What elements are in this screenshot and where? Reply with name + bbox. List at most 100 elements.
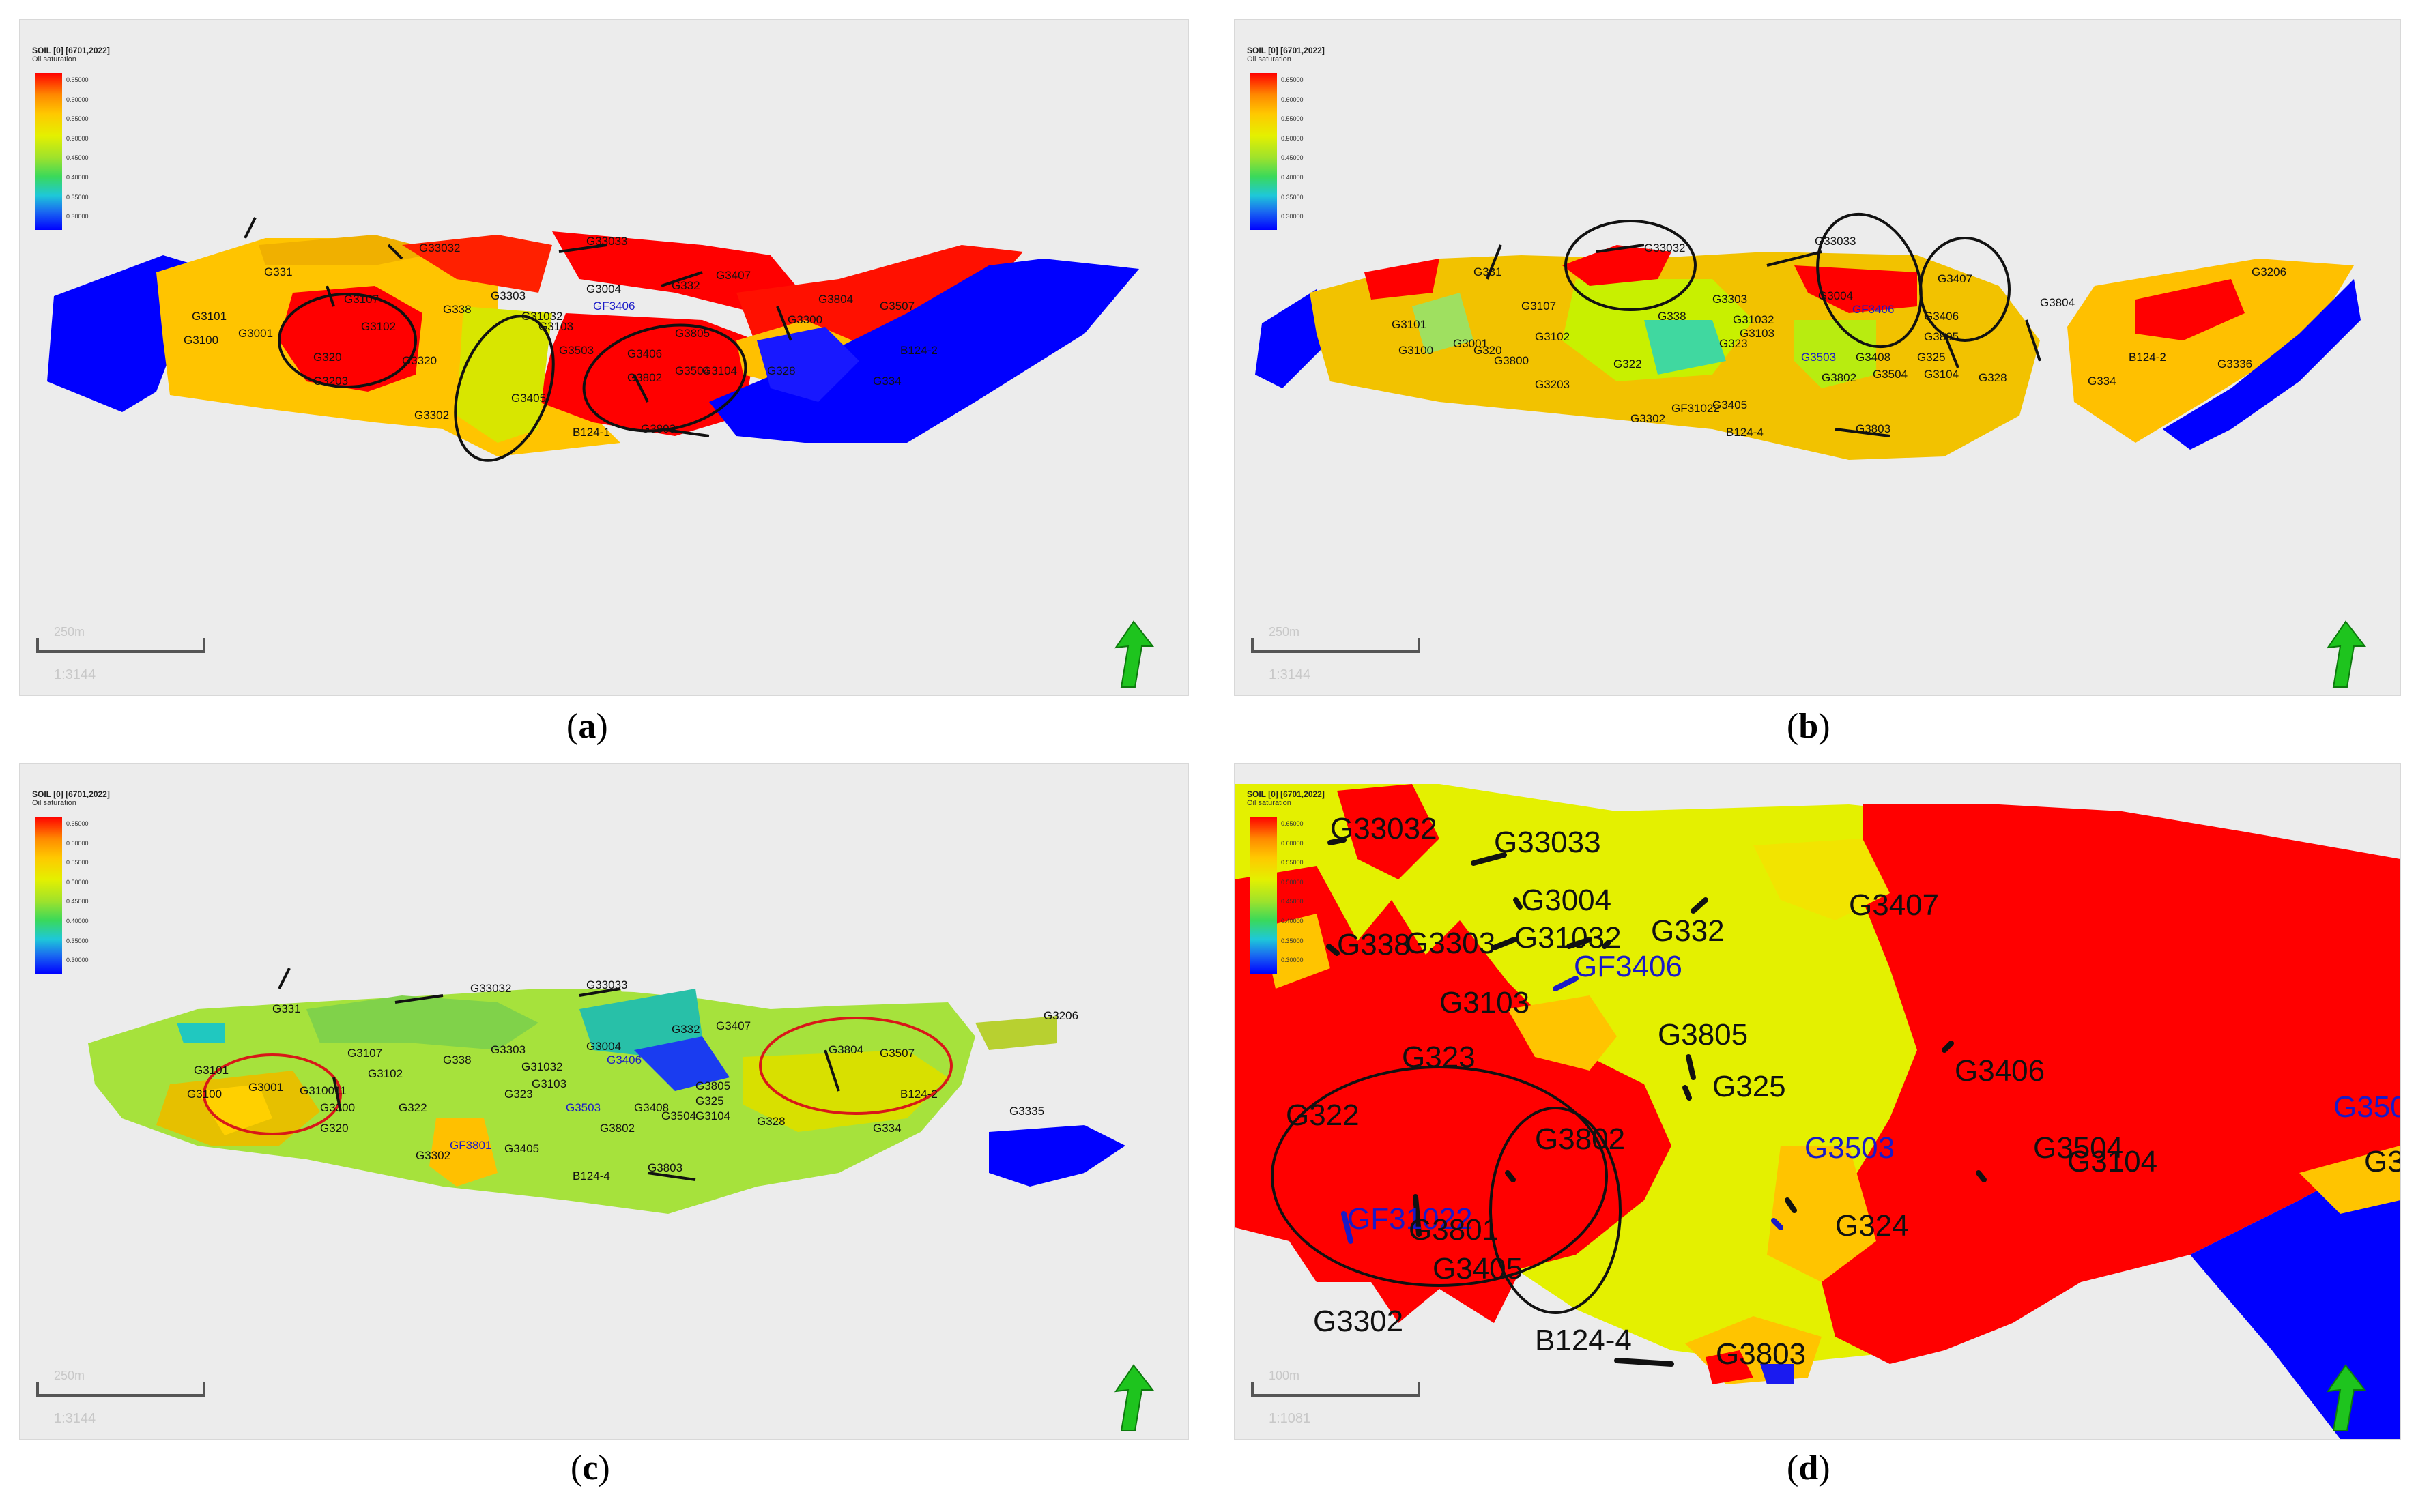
caption-b: (b) (1787, 707, 1830, 746)
well-labels-b: G331 G33032 G33033 G3407 G3206 G3101 G31… (1392, 235, 2286, 439)
well-label: G3101 (192, 310, 227, 323)
well-label: G338 (443, 1053, 472, 1066)
saturation-map-c: G331 G33032 G33033 G332 G3407 G3206 G310… (88, 968, 1125, 1214)
caption-d: (d) (1787, 1449, 1830, 1487)
well-label: B124-4 (1535, 1324, 1632, 1357)
legend-title: SOIL [0] [6701,2022] (1247, 789, 1325, 799)
well-label: GF3406 (1852, 303, 1894, 316)
well-label: G3303 (491, 289, 526, 302)
well-label: G3104 (695, 1109, 730, 1122)
well-label: G3107 (1521, 300, 1556, 312)
saturation-map-b: G331 G33032 G33033 G3407 G3206 G3101 G31… (1255, 212, 2361, 460)
legend-tick: 0.45000 (66, 154, 89, 162)
panel-b: G331 G33032 G33033 G3407 G3206 G3101 G31… (1234, 19, 2401, 696)
scale-ratio: 1:3144 (54, 1411, 96, 1426)
well-label: G3405 (1712, 398, 1747, 411)
well-label: G331 (272, 1002, 301, 1015)
well-label: G3405 (504, 1142, 539, 1155)
well-label: G334 (873, 1122, 902, 1135)
well-label: G3804 (829, 1043, 863, 1056)
legend-subtitle: Oil saturation (1247, 55, 1291, 63)
color-legend: SOIL [0] [6701,2022] Oil saturation 0.65… (1247, 789, 1424, 1008)
well-label: G3302 (414, 409, 449, 422)
well-label: G31032 (521, 1060, 563, 1073)
well-label: G3004 (1818, 289, 1853, 302)
well-label: G331 (264, 265, 293, 278)
well-label: GF31022 (1671, 402, 1720, 415)
well-label: G338 (1337, 928, 1411, 961)
well-label: G325 (695, 1094, 724, 1107)
well-label: G3503 (566, 1101, 601, 1114)
well-label: G328 (757, 1115, 786, 1128)
well-label: G325 (1712, 1070, 1786, 1103)
legend-tick: 0.30000 (66, 213, 89, 220)
well-label: G310011 (300, 1084, 347, 1097)
well-label: G332 (1651, 914, 1725, 948)
scale-label: 100m (1269, 1369, 1300, 1382)
well-label: G3503 (1804, 1131, 1895, 1165)
legend-color-bar (35, 73, 62, 230)
well-label: G3408 (634, 1101, 669, 1114)
well-label: G3802 (1822, 371, 1856, 384)
well-label: G3336 (2217, 358, 2252, 370)
well-label: G338 (1658, 310, 1686, 323)
well-label: G31032 (1514, 921, 1622, 955)
well-label: G3407 (1849, 888, 1939, 922)
well-label: G323 (1719, 337, 1748, 350)
legend-tick: 0.60000 (66, 839, 89, 847)
well-label: G3405 (1433, 1252, 1523, 1285)
well-label: G3803 (641, 422, 676, 435)
legend-ticks: 0.65000 0.60000 0.55000 0.50000 0.45000 … (1281, 70, 1304, 227)
well-label: G33033 (586, 235, 628, 248)
legend-tick: 0.50000 (1281, 878, 1304, 886)
well-label: G3101 (194, 1064, 229, 1077)
legend-tick: 0.55000 (1281, 115, 1304, 123)
legend-tick: 0.55000 (66, 859, 89, 867)
well-label: G3101 (1392, 318, 1426, 331)
well-label: B124-2 (900, 1088, 938, 1101)
well-label: G3107 (344, 293, 379, 306)
well-label: G320 (1473, 344, 1502, 357)
legend-tick: 0.35000 (66, 937, 89, 944)
legend-tick: 0.30000 (1281, 213, 1304, 220)
well-label: G332 (672, 279, 700, 292)
well-label: B124-4 (1726, 426, 1764, 439)
well-label: G3335 (1009, 1105, 1044, 1118)
well-label: G3303 (1405, 927, 1495, 960)
scale-ratio: 1:3144 (54, 667, 96, 682)
well-label: G33033 (1494, 826, 1601, 859)
legend-tick: 0.65000 (66, 76, 89, 83)
well-label: G334 (873, 375, 902, 388)
well-label: GF31022 (1347, 1202, 1472, 1236)
well-label: GF3406 (593, 300, 635, 312)
panel-d: G33032 G33033 G3004 G338 G3303 G31032 GF… (1234, 763, 2401, 1440)
scale-ratio: 1:1081 (1269, 1411, 1311, 1426)
well-label: G3302 (416, 1149, 450, 1162)
legend-subtitle: Oil saturation (32, 55, 76, 63)
legend-tick: 0.60000 (1281, 839, 1304, 847)
legend-title: SOIL [0] [6701,2022] (32, 789, 110, 799)
well-label: G334 (2088, 375, 2116, 388)
well-label: B124-2 (2129, 351, 2166, 364)
well-label: G3802 (600, 1122, 635, 1135)
well-label: G324 (1835, 1209, 1909, 1242)
legend-tick: 0.65000 (1281, 76, 1304, 83)
well-label: G3805 (675, 327, 710, 340)
well-label: B124-4 (573, 1169, 610, 1182)
well-labels-d: G33032 G33033 G3004 G338 G3303 G31032 GF… (1286, 812, 2400, 1371)
well-label: G3303 (491, 1043, 526, 1056)
well-label: G3802 (627, 371, 662, 384)
legend-tick: 0.35000 (66, 193, 89, 201)
legend-tick: 0.65000 (1281, 820, 1304, 827)
saturation-map-d: G33032 G33033 G3004 G338 G3303 G31032 GF… (1235, 784, 2400, 1439)
legend-tick: 0.60000 (1281, 96, 1304, 103)
well-label: G3302 (1313, 1305, 1403, 1338)
panel-c: G331 G33032 G33033 G332 G3407 G3206 G310… (19, 763, 1189, 1440)
well-label: G3503 (559, 344, 594, 357)
legend-color-bar (35, 817, 62, 974)
saturation-map-a: G331 G33032 G33033 G332 G3407 G3101 G300… (47, 217, 1139, 462)
color-legend: SOIL [0] [6701,2022] Oil saturation 0.65… (1247, 46, 1424, 264)
well-label: G3004 (586, 1040, 621, 1053)
well-label: G3103 (538, 320, 573, 333)
well-label: G3803 (1716, 1337, 1806, 1371)
